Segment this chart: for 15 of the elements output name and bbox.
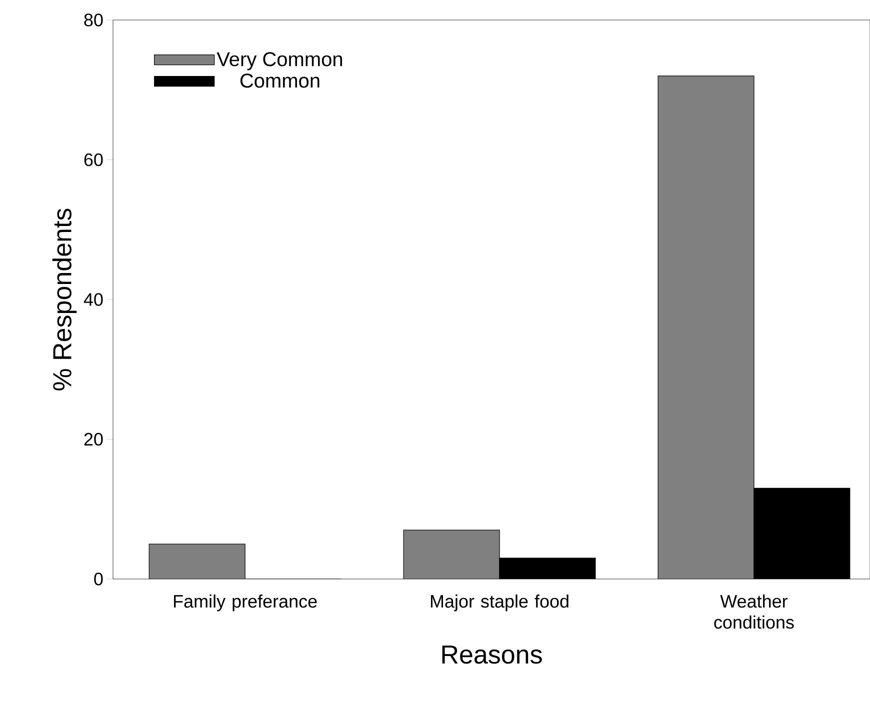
x-tick-label: Family preferance <box>174 594 317 612</box>
bar <box>148 544 246 579</box>
y-axis-title: % Respondents <box>52 208 77 390</box>
x-tick-label: Weather conditions <box>714 594 794 629</box>
bar <box>658 76 754 579</box>
legend-label: Common <box>240 74 320 88</box>
x-axis-title: Reasons <box>442 646 542 664</box>
y-tick-label: 0 <box>94 572 103 586</box>
y-tick-label: 20 <box>84 432 103 446</box>
x-tick-label: Major staple food <box>430 594 568 612</box>
y-tick-label: 60 <box>84 153 103 166</box>
y-tick-label: 80 <box>84 14 103 26</box>
bar <box>404 530 500 579</box>
legend-label: Very Common <box>216 52 342 70</box>
y-tick-label: 40 <box>84 293 103 306</box>
